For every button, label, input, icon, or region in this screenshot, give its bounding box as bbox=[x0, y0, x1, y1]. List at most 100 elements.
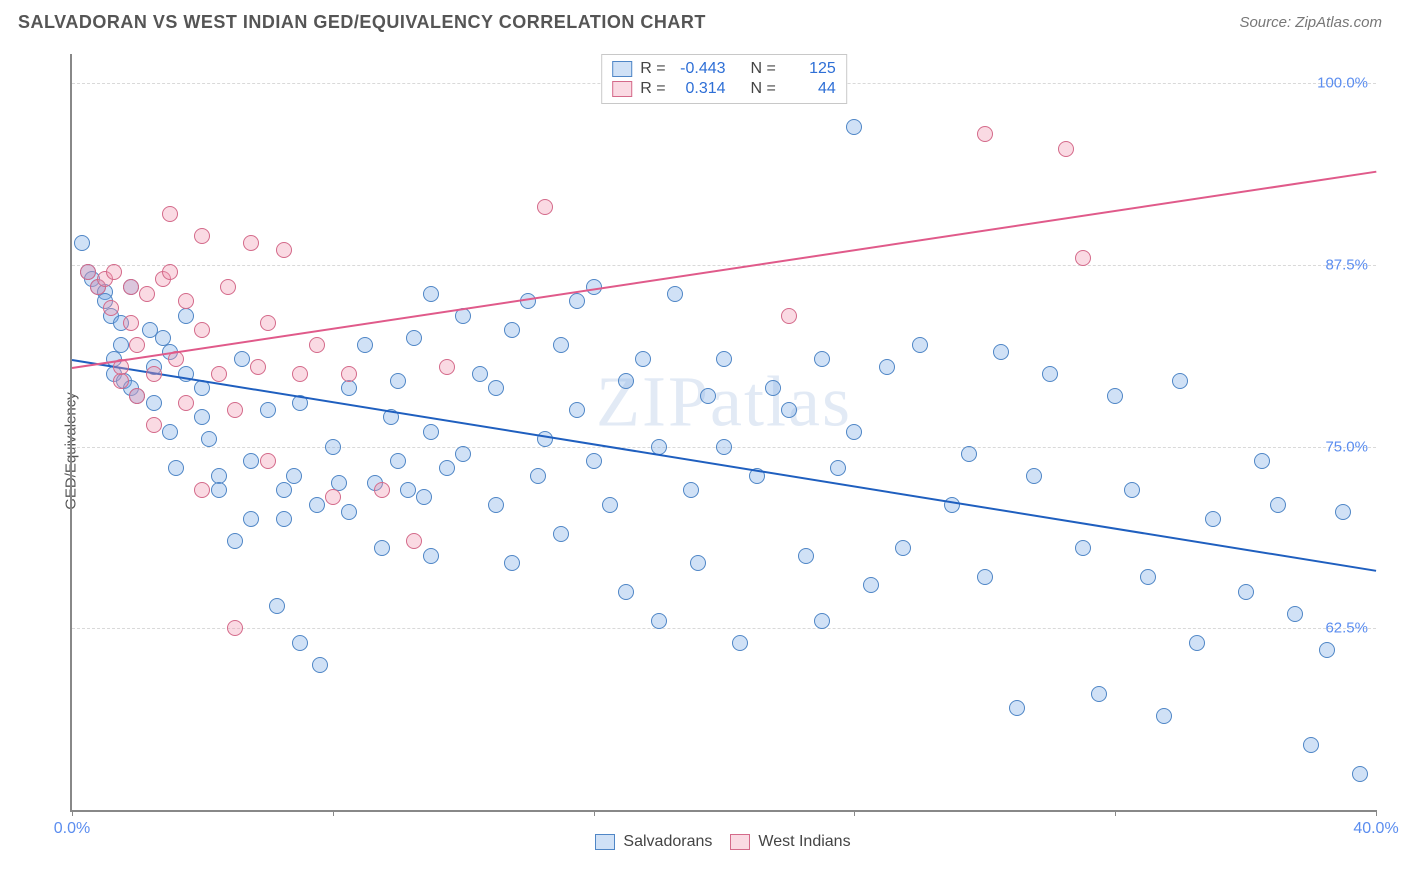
data-point bbox=[406, 330, 422, 346]
data-point bbox=[178, 293, 194, 309]
data-point bbox=[439, 359, 455, 375]
data-point bbox=[146, 395, 162, 411]
data-point bbox=[537, 199, 553, 215]
y-tick-label: 100.0% bbox=[1317, 75, 1368, 92]
data-point bbox=[260, 453, 276, 469]
data-point bbox=[390, 453, 406, 469]
data-point bbox=[103, 300, 119, 316]
data-point bbox=[276, 511, 292, 527]
data-point bbox=[586, 453, 602, 469]
watermark-text: ZIPatlas bbox=[596, 360, 852, 443]
x-tick-mark bbox=[1376, 810, 1377, 816]
stats-legend-box: R =-0.443 N =125R =0.314 N =44 bbox=[601, 54, 847, 104]
data-point bbox=[123, 279, 139, 295]
data-point bbox=[716, 351, 732, 367]
data-point bbox=[569, 293, 585, 309]
series-swatch bbox=[612, 61, 632, 77]
data-point bbox=[341, 366, 357, 382]
data-point bbox=[1091, 686, 1107, 702]
data-point bbox=[374, 540, 390, 556]
data-point bbox=[146, 417, 162, 433]
data-point bbox=[635, 351, 651, 367]
gridline-h bbox=[72, 265, 1376, 266]
stat-n-label: N = bbox=[750, 60, 775, 78]
data-point bbox=[123, 315, 139, 331]
data-point bbox=[416, 489, 432, 505]
stat-n-label: N = bbox=[750, 80, 775, 98]
data-point bbox=[1319, 642, 1335, 658]
data-point bbox=[211, 366, 227, 382]
data-point bbox=[325, 489, 341, 505]
data-point bbox=[400, 482, 416, 498]
series-swatch bbox=[612, 81, 632, 97]
data-point bbox=[1009, 700, 1025, 716]
data-point bbox=[309, 337, 325, 353]
data-point bbox=[732, 635, 748, 651]
series-legend: Salvadorans West Indians bbox=[70, 828, 1376, 856]
stat-r-label: R = bbox=[640, 80, 665, 98]
data-point bbox=[162, 206, 178, 222]
data-point bbox=[276, 482, 292, 498]
x-tick-mark bbox=[1115, 810, 1116, 816]
data-point bbox=[1124, 482, 1140, 498]
data-point bbox=[765, 380, 781, 396]
data-point bbox=[406, 533, 422, 549]
x-tick-mark bbox=[72, 810, 73, 816]
stat-r-value: 0.314 bbox=[674, 80, 726, 98]
data-point bbox=[1254, 453, 1270, 469]
data-point bbox=[201, 431, 217, 447]
data-point bbox=[455, 446, 471, 462]
data-point bbox=[390, 373, 406, 389]
data-point bbox=[341, 380, 357, 396]
data-point bbox=[194, 322, 210, 338]
data-point bbox=[250, 359, 266, 375]
data-point bbox=[879, 359, 895, 375]
data-point bbox=[651, 613, 667, 629]
data-point bbox=[423, 424, 439, 440]
data-point bbox=[1075, 250, 1091, 266]
data-point bbox=[1042, 366, 1058, 382]
data-point bbox=[961, 446, 977, 462]
y-tick-label: 87.5% bbox=[1325, 256, 1368, 273]
stat-r-label: R = bbox=[640, 60, 665, 78]
x-tick-mark bbox=[333, 810, 334, 816]
data-point bbox=[1026, 468, 1042, 484]
data-point bbox=[690, 555, 706, 571]
data-point bbox=[260, 402, 276, 418]
series-swatch bbox=[595, 834, 615, 850]
data-point bbox=[243, 235, 259, 251]
data-point bbox=[331, 475, 347, 491]
data-point bbox=[846, 424, 862, 440]
data-point bbox=[618, 373, 634, 389]
data-point bbox=[944, 497, 960, 513]
data-point bbox=[243, 511, 259, 527]
data-point bbox=[667, 286, 683, 302]
data-point bbox=[472, 366, 488, 382]
legend-label: West Indians bbox=[758, 833, 850, 851]
data-point bbox=[618, 584, 634, 600]
stat-n-value: 44 bbox=[784, 80, 836, 98]
data-point bbox=[178, 395, 194, 411]
data-point bbox=[178, 308, 194, 324]
data-point bbox=[895, 540, 911, 556]
data-point bbox=[977, 126, 993, 142]
data-point bbox=[1205, 511, 1221, 527]
stats-row: R =-0.443 N =125 bbox=[612, 59, 836, 79]
data-point bbox=[260, 315, 276, 331]
data-point bbox=[846, 119, 862, 135]
plot-region: ZIPatlas R =-0.443 N =125R =0.314 N =44 … bbox=[70, 54, 1376, 812]
data-point bbox=[325, 439, 341, 455]
data-point bbox=[286, 468, 302, 484]
stat-n-value: 125 bbox=[784, 60, 836, 78]
data-point bbox=[423, 548, 439, 564]
stats-row: R = 0.314 N = 44 bbox=[612, 79, 836, 99]
data-point bbox=[569, 402, 585, 418]
data-point bbox=[439, 460, 455, 476]
data-point bbox=[341, 504, 357, 520]
legend-label: Salvadorans bbox=[623, 833, 712, 851]
data-point bbox=[106, 264, 122, 280]
data-point bbox=[912, 337, 928, 353]
data-point bbox=[1352, 766, 1368, 782]
data-point bbox=[977, 569, 993, 585]
data-point bbox=[553, 526, 569, 542]
